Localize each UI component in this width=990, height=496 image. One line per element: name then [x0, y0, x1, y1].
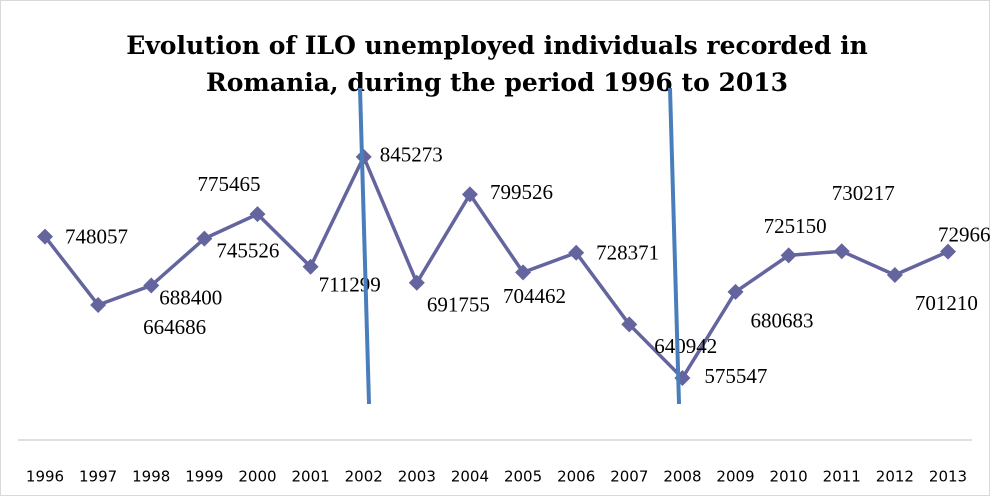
chart-title-line-2: Romania, during the period 1996 to 2013	[206, 68, 788, 97]
chart-title-line-1: Evolution of ILO unemployed individuals …	[126, 31, 868, 60]
marker	[249, 206, 266, 223]
data-label: 725150	[764, 214, 827, 238]
data-label: 745526	[216, 238, 279, 262]
data-label: 680683	[751, 309, 814, 333]
x-tick-label: 2004	[451, 468, 489, 486]
annotation-line	[358, 87, 371, 405]
data-label: 730217	[832, 181, 895, 205]
x-tick-label: 2012	[876, 468, 914, 486]
x-tick-label: 2001	[291, 468, 329, 486]
plot: 748057 664686 688400 745526 775465 711299 8452…	[26, 143, 990, 486]
data-label: 575547	[704, 364, 767, 388]
x-tick-label: 1996	[26, 468, 64, 486]
marker	[196, 230, 213, 247]
data-label: 775465	[197, 172, 260, 196]
data-label: 728371	[596, 241, 659, 265]
marker	[302, 258, 319, 275]
marker	[37, 228, 53, 245]
marker	[515, 264, 532, 281]
marker	[408, 274, 425, 291]
x-tick-label: 1997	[79, 468, 117, 486]
marker	[780, 247, 797, 264]
x-tick-label: 1998	[132, 468, 170, 486]
marker	[461, 186, 478, 203]
x-tick-label: 2011	[823, 468, 861, 486]
data-label: 748057	[65, 224, 128, 248]
data-label: 640942	[654, 334, 717, 358]
data-label: 711299	[319, 273, 381, 297]
marker	[143, 277, 160, 294]
data-label: 799526	[490, 180, 553, 204]
x-tick-label: 2000	[238, 468, 276, 486]
x-tick-label: 2006	[557, 468, 595, 486]
data-label: 688400	[159, 285, 222, 309]
x-tick-label: 2013	[929, 468, 967, 486]
x-tick-label: 2002	[345, 468, 383, 486]
data-label: 691755	[427, 293, 490, 317]
x-tick-label: 2005	[504, 468, 542, 486]
data-label: 729669	[938, 222, 990, 246]
annotation-line	[668, 87, 681, 405]
x-tick-label: 2009	[716, 468, 754, 486]
x-tick-label: 1999	[185, 468, 223, 486]
x-tick-label: 2010	[770, 468, 808, 486]
data-label: 845273	[380, 143, 443, 167]
data-label: 664686	[143, 315, 206, 339]
marker	[90, 296, 107, 313]
x-tick-label: 2003	[398, 468, 436, 486]
data-label: 704462	[503, 284, 566, 308]
data-label: 701210	[915, 291, 978, 315]
marker	[886, 267, 903, 284]
x-tick-label: 2008	[663, 468, 701, 486]
marker	[727, 283, 744, 300]
marker	[940, 243, 956, 260]
marker	[621, 316, 638, 333]
marker	[833, 243, 850, 260]
line	[43, 152, 949, 381]
marker	[568, 244, 585, 261]
x-tick-label: 2007	[610, 468, 648, 486]
